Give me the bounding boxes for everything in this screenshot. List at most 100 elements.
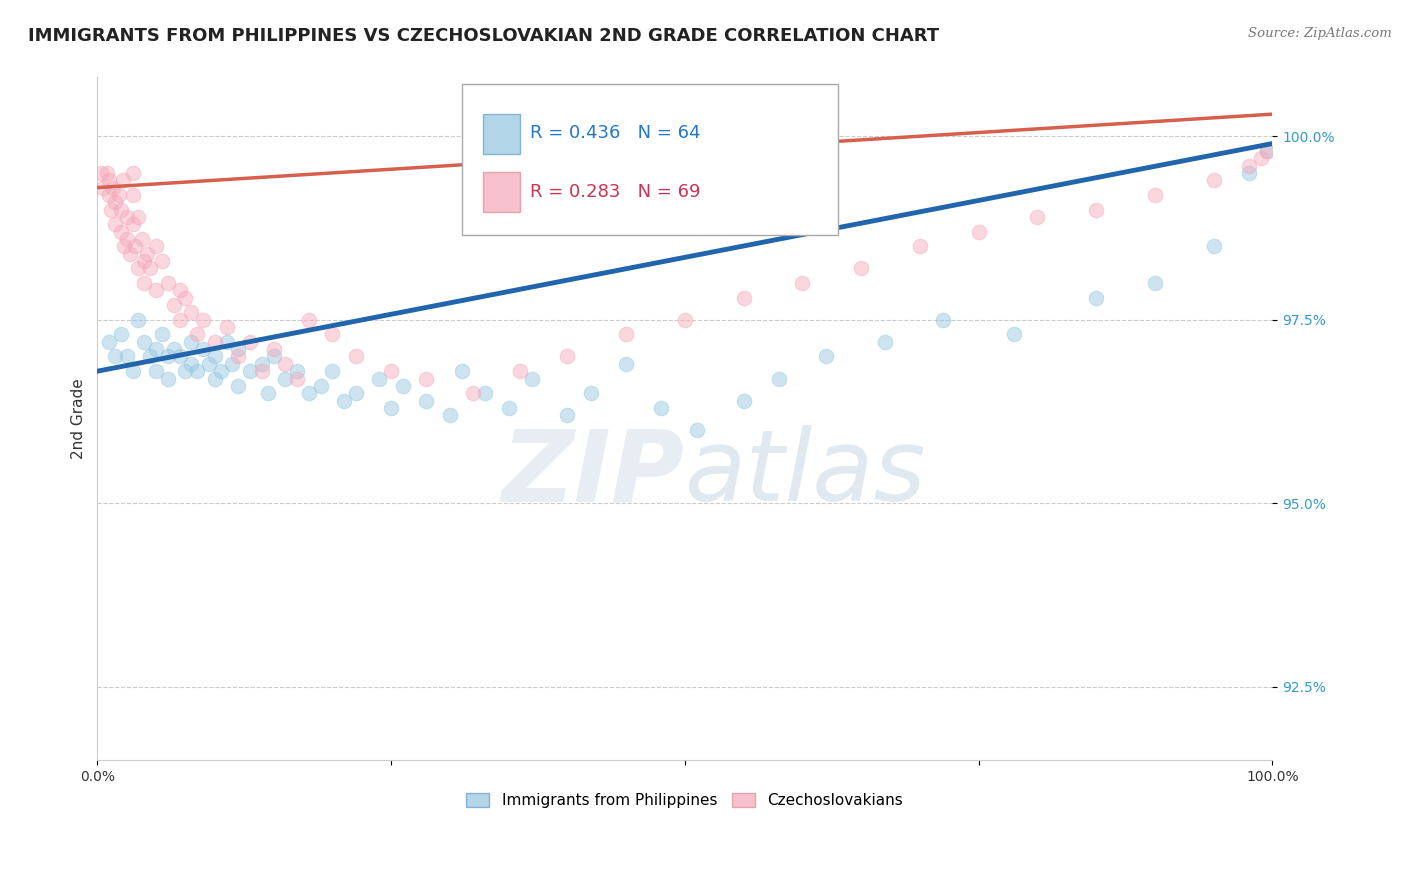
Point [873, 334, 896, 349]
Point [274, 371, 297, 385]
Point [104, 195, 127, 210]
Point [650, 401, 672, 415]
Point [380, 364, 402, 378]
Point [145, 342, 167, 356]
Point [204, 371, 226, 385]
Point [139, 350, 162, 364]
Point [228, 379, 250, 393]
Point [101, 180, 124, 194]
Point [115, 232, 138, 246]
Point [1237, 159, 1260, 173]
Point [1143, 276, 1166, 290]
Point [198, 357, 221, 371]
Point [112, 173, 135, 187]
Point [1085, 291, 1108, 305]
Point [127, 210, 149, 224]
Point [256, 386, 278, 401]
Point [1202, 239, 1225, 253]
Point [180, 334, 202, 349]
Point [139, 261, 162, 276]
Point [415, 371, 437, 385]
Point [498, 401, 520, 415]
Point [221, 357, 243, 371]
Point [145, 284, 167, 298]
Point [91, 180, 114, 194]
FancyBboxPatch shape [461, 84, 838, 235]
Point [509, 364, 531, 378]
Point [1085, 202, 1108, 217]
Point [614, 327, 637, 342]
Point [204, 350, 226, 364]
Point [285, 371, 308, 385]
Point [186, 364, 208, 378]
Point [98, 188, 121, 202]
Point [309, 379, 332, 393]
Point [169, 350, 191, 364]
Point [439, 409, 461, 423]
Point [285, 364, 308, 378]
Point [131, 232, 153, 246]
Point [150, 327, 173, 342]
Point [156, 276, 179, 290]
Point [1026, 210, 1049, 224]
Point [110, 327, 132, 342]
Point [463, 386, 485, 401]
Point [134, 276, 156, 290]
Point [1237, 166, 1260, 180]
Point [557, 409, 579, 423]
Point [121, 364, 143, 378]
Point [107, 188, 129, 202]
Point [321, 327, 343, 342]
Point [228, 350, 250, 364]
Point [191, 312, 214, 326]
Point [191, 342, 214, 356]
Point [733, 393, 755, 408]
Point [145, 364, 167, 378]
Point [127, 312, 149, 326]
Point [1250, 151, 1272, 165]
Point [100, 202, 122, 217]
Point [204, 334, 226, 349]
Point [104, 217, 127, 231]
Point [380, 401, 402, 415]
FancyBboxPatch shape [482, 171, 520, 212]
Point [98, 173, 121, 187]
Point [115, 350, 138, 364]
Point [186, 327, 208, 342]
Point [1256, 144, 1278, 158]
Text: ZIP: ZIP [502, 425, 685, 522]
Point [120, 246, 142, 260]
Point [333, 393, 356, 408]
Point [110, 225, 132, 239]
Point [156, 350, 179, 364]
Point [849, 261, 872, 276]
Point [145, 239, 167, 253]
Y-axis label: 2nd Grade: 2nd Grade [72, 378, 86, 459]
Point [768, 371, 790, 385]
Point [1256, 144, 1278, 158]
Point [174, 291, 197, 305]
Point [124, 239, 146, 253]
Point [121, 188, 143, 202]
Point [180, 357, 202, 371]
Point [115, 210, 138, 224]
Point [392, 379, 415, 393]
Point [121, 166, 143, 180]
Point [1143, 188, 1166, 202]
Text: Source: ZipAtlas.com: Source: ZipAtlas.com [1249, 27, 1392, 40]
Text: R = 0.283   N = 69: R = 0.283 N = 69 [530, 183, 700, 202]
Point [557, 350, 579, 364]
Text: IMMIGRANTS FROM PHILIPPINES VS CZECHOSLOVAKIAN 2ND GRADE CORRELATION CHART: IMMIGRANTS FROM PHILIPPINES VS CZECHOSLO… [28, 27, 939, 45]
Point [96, 166, 118, 180]
Point [450, 364, 472, 378]
Point [932, 312, 955, 326]
Text: atlas: atlas [685, 425, 927, 522]
Point [135, 246, 157, 260]
Point [121, 217, 143, 231]
Point [239, 364, 262, 378]
Point [321, 364, 343, 378]
Point [733, 291, 755, 305]
Point [90, 166, 112, 180]
Point [127, 261, 149, 276]
Point [685, 423, 707, 437]
